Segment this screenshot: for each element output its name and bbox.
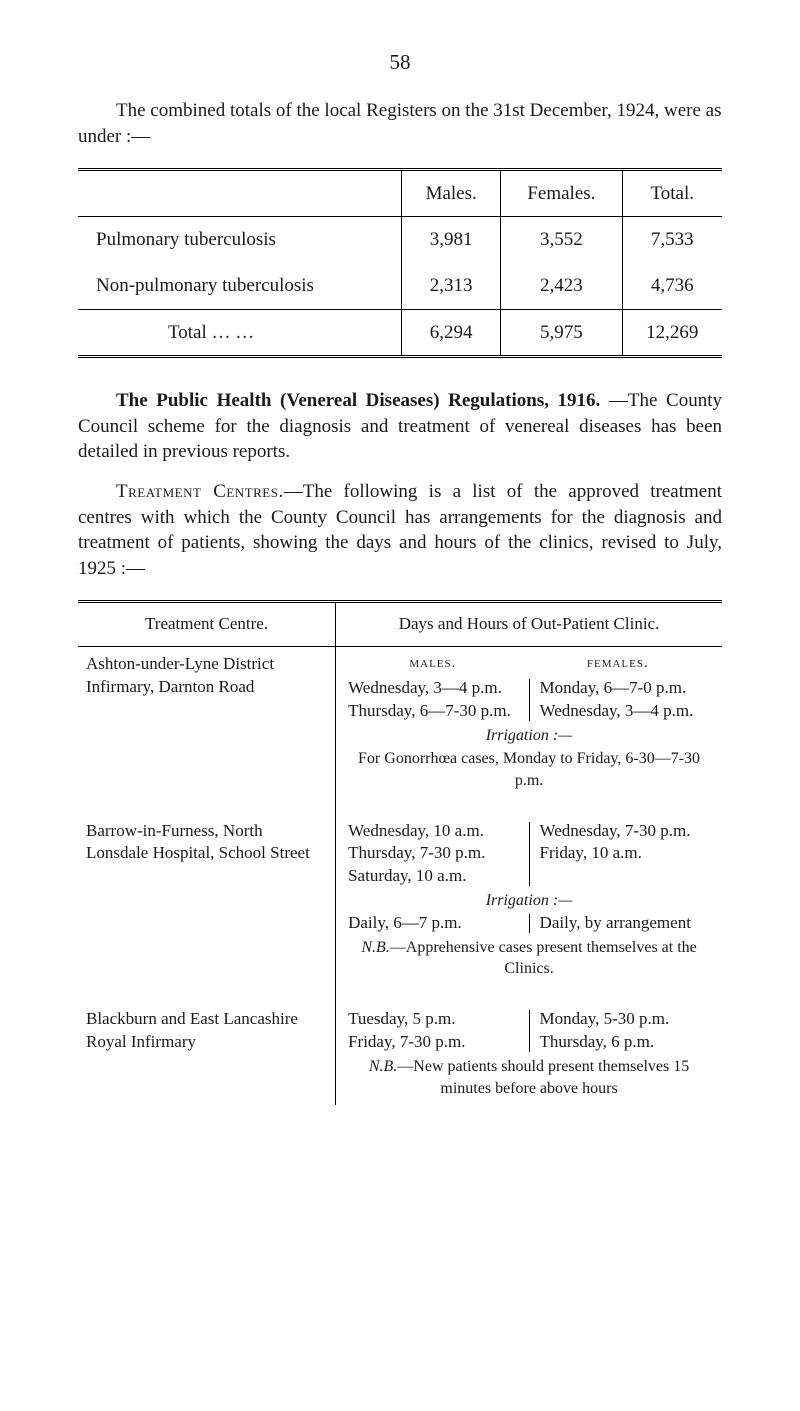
tc-2-females: Monday, 5-30 p.m. Thursday, 6 p.m. (536, 1008, 714, 1054)
tb-row1-label: Non-pulmonary tuberculosis (78, 263, 402, 309)
intro-paragraph: The combined totals of the local Registe… (78, 98, 722, 149)
column-divider (529, 679, 530, 721)
tc-entry: Blackburn and East Lancashire Royal Infi… (78, 1002, 722, 1105)
tc-0-females: Monday, 6—7-0 p.m. Wednesday, 3—4 p.m. (536, 677, 714, 723)
tc-0-males: Wednesday, 3—4 p.m. Thursday, 6—7-30 p.m… (344, 677, 522, 723)
tb-col-males: Males. (402, 169, 501, 217)
tuberculosis-table: Males. Females. Total. Pulmonary tubercu… (78, 168, 722, 359)
table-row: Non-pulmonary tuberculosis 2,313 2,423 4… (78, 263, 722, 309)
tb-row0-label: Pulmonary tuberculosis (78, 217, 402, 263)
tc-header-row: Treatment Centre. Days and Hours of Out-… (78, 603, 722, 646)
tc-head-days: Days and Hours of Out-Patient Clinic. (336, 603, 722, 646)
tc-2-note-text: New patients should present themselves 1… (413, 1058, 689, 1097)
column-divider (529, 822, 530, 887)
tb-total-total: 12,269 (622, 309, 722, 357)
males-heading: males. (409, 653, 456, 673)
tb-row1-total: 4,736 (622, 263, 722, 309)
column-divider (529, 914, 530, 933)
tc-entry: Ashton-under-Lyne District Infirmary, Da… (78, 646, 722, 813)
tb-row0-total: 7,533 (622, 217, 722, 263)
tb-total-females: 5,975 (501, 309, 622, 357)
tc-1-note: N.B.—Apprehensive cases present themselv… (344, 937, 714, 980)
tc-1-irrigation: Irrigation :— (344, 890, 714, 912)
tb-total-label: Total … … (78, 309, 402, 357)
tc-2-males: Tuesday, 5 p.m. Friday, 7-30 p.m. (344, 1008, 522, 1054)
column-divider (529, 1010, 530, 1052)
vd-paragraph-1: The Public Health (Venereal Diseases) Re… (78, 388, 722, 465)
tb-total-males: 6,294 (402, 309, 501, 357)
tc-1-males: Wednesday, 10 a.m. Thursday, 7-30 p.m. S… (344, 820, 522, 889)
tc-1-females: Wednesday, 7-30 p.m. Friday, 10 a.m. (536, 820, 714, 889)
tc-centre-1: Barrow-in-Furness, North Lonsdale Hospit… (78, 814, 336, 1003)
tb-row0-males: 3,981 (402, 217, 501, 263)
tb-row1-males: 2,313 (402, 263, 501, 309)
tc-1-note-text: Apprehensive cases present themselves at… (406, 939, 697, 978)
page-number: 58 (78, 48, 722, 76)
tb-total-row: Total … … 6,294 5,975 12,269 (78, 309, 722, 357)
tb-col-females: Females. (501, 169, 622, 217)
tc-2-note: N.B.—New patients should present themsel… (344, 1056, 714, 1099)
tb-col-total: Total. (622, 169, 722, 217)
vd-heading-1: The Public Health (Venereal Diseases) Re… (116, 390, 600, 411)
treatment-centres-table: Treatment Centre. Days and Hours of Out-… (78, 603, 722, 1105)
tc-1-males2: Daily, 6—7 p.m. (344, 912, 522, 935)
tc-0-note: For Gonorrhœa cases, Monday to Friday, 6… (344, 748, 714, 791)
tb-col-blank (78, 169, 402, 217)
tb-row0-females: 3,552 (501, 217, 622, 263)
tc-entry: Barrow-in-Furness, North Lonsdale Hospit… (78, 814, 722, 1003)
tc-centre-2: Blackburn and East Lancashire Royal Infi… (78, 1002, 336, 1105)
vd-heading-2: Treatment Centres. (116, 481, 284, 502)
females-heading: females. (587, 653, 649, 673)
tc-centre-0: Ashton-under-Lyne District Infirmary, Da… (78, 646, 336, 813)
tc-head-centre: Treatment Centre. (78, 603, 336, 646)
vd-paragraph-2: Treatment Centres.—The following is a li… (78, 479, 722, 582)
tc-0-irrigation: Irrigation :— (344, 725, 714, 747)
tc-1-females2: Daily, by arrangement (536, 912, 714, 935)
table-row: Pulmonary tuberculosis 3,981 3,552 7,533 (78, 217, 722, 263)
tb-row1-females: 2,423 (501, 263, 622, 309)
